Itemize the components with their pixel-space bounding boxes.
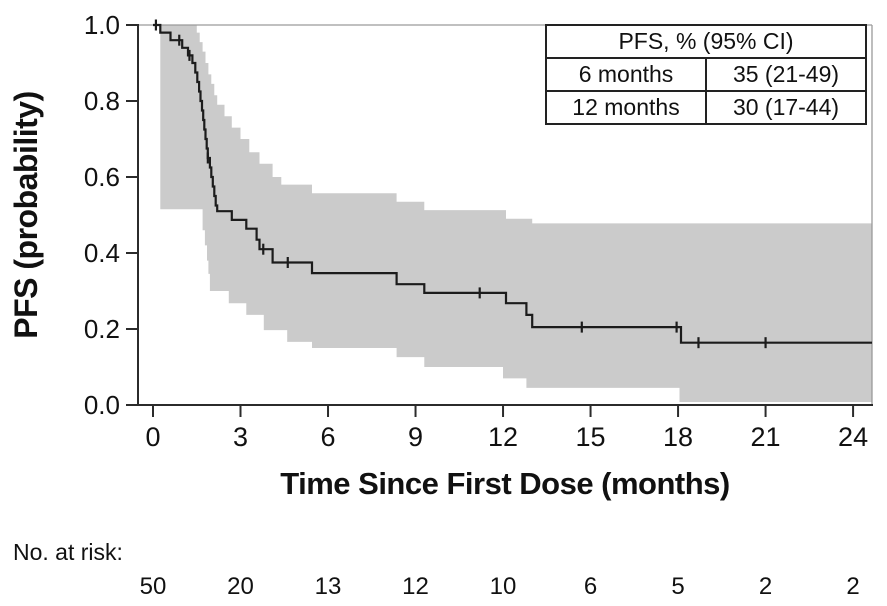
table-header-row: PFS, % (95% CI) (545, 24, 867, 59)
x-tick-label: 6 (321, 422, 336, 452)
y-tick-label: 0.4 (84, 238, 120, 268)
y-tick-label: 0.8 (84, 86, 120, 116)
x-tick-label: 9 (408, 422, 423, 452)
timepoint-cell: 6 months (545, 57, 707, 92)
risk-count: 20 (227, 573, 254, 600)
y-axis-title: PFS (probability) (8, 91, 44, 339)
confidence-band (160, 25, 873, 402)
table-row: 6 months 35 (21-49) (545, 57, 867, 92)
y-tick-label: 0.6 (84, 162, 120, 192)
x-tick-label: 21 (751, 422, 781, 452)
risk-count: 6 (583, 573, 598, 600)
x-tick-label: 15 (576, 422, 606, 452)
x-tick-label: 0 (145, 422, 160, 452)
pfs-estimate-table: PFS, % (95% CI) 6 months 35 (21-49) 12 m… (545, 24, 867, 125)
y-tick-label: 0.0 (84, 390, 120, 420)
risk-count: 2 (758, 573, 773, 600)
x-axis-title: Time Since First Dose (months) (280, 466, 730, 501)
y-tick-label: 1.0 (84, 10, 120, 40)
risk-count: 2 (846, 573, 860, 600)
x-tick-label: 12 (488, 422, 518, 452)
table-row: 12 months 30 (17-44) (545, 90, 867, 125)
number-at-risk-label: No. at risk: (13, 539, 123, 565)
number-at-risk-row: 50 20 13 12 10 6 5 2 2 (0, 573, 887, 601)
timepoint-cell: 12 months (545, 90, 707, 125)
x-tick-label: 3 (233, 422, 248, 452)
table-header-cell: PFS, % (95% CI) (545, 24, 867, 59)
estimate-cell: 30 (17-44) (705, 90, 867, 125)
risk-count: 12 (402, 573, 429, 600)
km-plot: 0.0 0.2 0.4 0.6 0.8 1.0 0 3 6 9 12 15 18 21 24 (84, 10, 873, 452)
x-tick-label: 24 (838, 422, 868, 452)
km-curve (153, 23, 872, 344)
risk-count: 10 (489, 573, 517, 600)
x-tick-label: 18 (663, 422, 693, 452)
y-tick-label: 0.2 (84, 314, 120, 344)
risk-count: 5 (671, 573, 685, 600)
risk-count: 50 (139, 573, 167, 600)
risk-count: 13 (314, 573, 342, 600)
estimate-cell: 35 (21-49) (705, 57, 867, 92)
